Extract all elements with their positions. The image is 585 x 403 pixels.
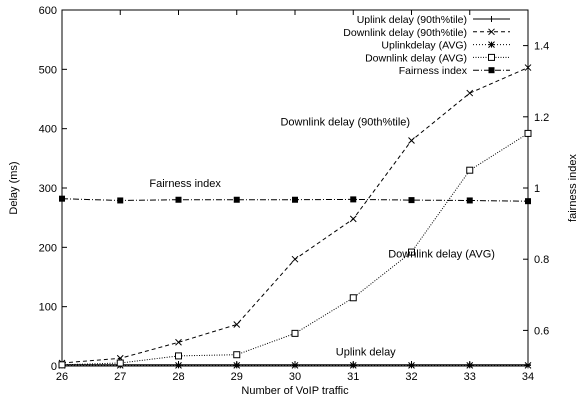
data-point-series-3: [233, 362, 241, 369]
y-tick-label: 0: [51, 361, 57, 373]
x-tick-label: 28: [172, 371, 184, 383]
data-point-series-4: [466, 166, 474, 174]
data-point-series-5: [59, 195, 65, 202]
data-point-series-2: [233, 321, 241, 328]
y2-tick-label: 0.8: [534, 254, 549, 266]
data-point-series-5: [408, 197, 415, 204]
data-point-series-3: [349, 362, 357, 369]
x-tick-label: 33: [464, 371, 476, 383]
data-point-series-3: [291, 362, 299, 369]
legend-entry-marker: [488, 67, 495, 74]
data-point-series-5: [292, 196, 298, 203]
y2-tick-label: 0.6: [534, 325, 549, 337]
y-tick-label: 500: [39, 64, 57, 76]
data-point-series-5: [525, 198, 531, 205]
data-point-series-5: [117, 197, 124, 204]
y-axis-label: Delay (ms): [8, 161, 20, 214]
data-point-series-4: [524, 129, 532, 137]
x-axis-label: Number of VoIP traffic: [241, 385, 349, 397]
data-point-series-3: [175, 362, 182, 369]
annotation-label: Downlink delay (90th%tile): [280, 117, 410, 129]
series-line-2: [61, 67, 529, 364]
data-point-series-3: [524, 362, 532, 369]
data-point-series-4: [291, 329, 299, 337]
data-point-series-2: [524, 64, 532, 71]
data-point-series-4: [175, 352, 182, 360]
legend-entry-label: Downlink delay (90th%tile): [343, 27, 467, 39]
legend-entry-label: Downlink delay (AVG): [365, 52, 467, 64]
data-point-series-4: [116, 359, 124, 367]
data-point-series-4: [408, 248, 415, 256]
legend-entry-marker: [488, 16, 495, 22]
y-tick-label: 600: [39, 5, 57, 17]
legend-entry-label: Fairness index: [399, 65, 468, 77]
x-tick-label: 34: [522, 371, 534, 383]
x-tick-label: 30: [289, 371, 301, 383]
y-tick-label: 300: [39, 183, 57, 195]
y2-tick-label: 1.2: [534, 112, 549, 124]
legend-entry-label: Uplinkdelay (AVG): [381, 40, 467, 52]
annotation-label: Downlink delay (AVG): [388, 248, 495, 260]
legend-entry-marker: [488, 28, 495, 36]
data-point-series-3: [466, 362, 474, 369]
series-line-4: [61, 132, 529, 366]
legend-entry-label: Uplink delay (90th%tile): [357, 14, 467, 26]
annotation-label: Uplink delay: [336, 346, 396, 358]
data-point-series-2: [466, 89, 474, 97]
data-point-series-5: [175, 196, 182, 203]
y2-tick-label: 1: [534, 183, 540, 195]
legend-entry-marker: [488, 53, 495, 61]
data-point-series-4: [58, 361, 66, 369]
data-point-series-4: [233, 351, 241, 359]
x-tick-label: 31: [347, 371, 359, 383]
legend-entry-marker: [488, 41, 495, 48]
data-point-series-2: [291, 255, 299, 263]
annotation-label: Fairness index: [149, 178, 221, 190]
x-tick-label: 32: [405, 371, 417, 383]
data-point-series-2: [408, 137, 415, 144]
y-tick-label: 100: [39, 302, 57, 314]
data-point-series-5: [350, 196, 357, 203]
x-tick-label: 26: [56, 371, 68, 383]
data-point-series-5: [233, 196, 240, 203]
y2-axis-label: fairness index: [567, 154, 579, 222]
y-tick-label: 400: [39, 124, 57, 136]
data-point-series-3: [408, 362, 415, 369]
data-point-series-2: [349, 215, 357, 223]
data-point-series-4: [349, 294, 357, 302]
x-tick-label: 27: [114, 371, 126, 383]
y2-tick-label: 1.4: [534, 41, 549, 53]
x-tick-label: 29: [231, 371, 243, 383]
data-point-series-2: [175, 338, 182, 346]
y-tick-label: 200: [39, 242, 57, 254]
data-point-series-5: [466, 197, 473, 204]
